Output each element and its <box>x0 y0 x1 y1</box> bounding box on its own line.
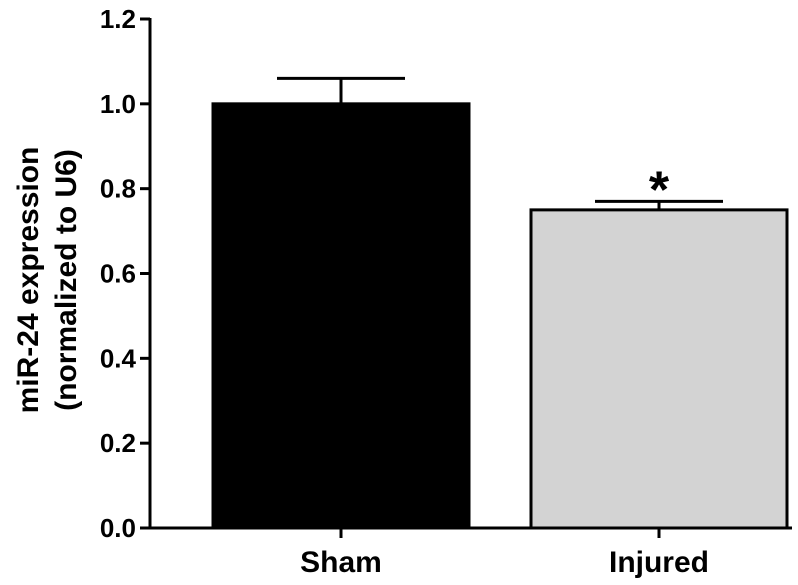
bar-injured <box>529 208 789 530</box>
x-tick-label-sham: Sham <box>300 546 382 579</box>
bar-sham <box>211 102 471 530</box>
y-tick-label: 1.2 <box>100 4 136 34</box>
y-tick-label: 0.2 <box>100 428 136 458</box>
y-axis-title: miR-24 expression (normalized to U6) <box>12 147 83 414</box>
y-axis-title-line-2: (normalized to U6) <box>50 149 83 411</box>
y-axis-title-line-1: miR-24 expression <box>12 147 45 414</box>
plot-area: Sham Injured * 0.0 0.2 0.4 0.6 0.8 1.0 1.2 <box>100 4 792 579</box>
y-tick-label: 1.0 <box>100 89 136 119</box>
y-tick-label: 0.8 <box>100 174 136 204</box>
y-tick-label: 0.4 <box>100 343 137 373</box>
y-tick-label: 0.6 <box>100 259 136 289</box>
y-tick-label: 0.0 <box>100 513 136 543</box>
x-tick-label-injured: Injured <box>609 546 709 579</box>
significance-marker: * <box>649 161 670 219</box>
